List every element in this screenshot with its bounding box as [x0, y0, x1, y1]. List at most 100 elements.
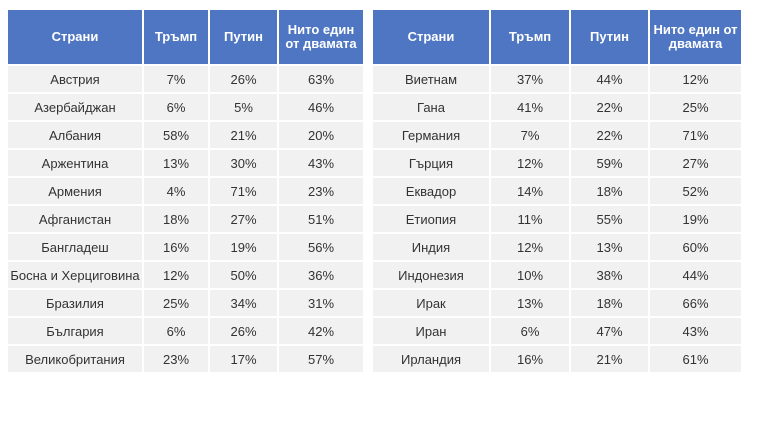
country-cell: Виетнам — [373, 66, 489, 92]
table-row: Индия 12% 13% 60% — [373, 234, 741, 260]
neither-cell: 60% — [650, 234, 741, 260]
trump-cell: 16% — [491, 346, 569, 372]
putin-cell: 5% — [210, 94, 277, 120]
neither-cell: 51% — [279, 206, 363, 232]
trump-cell: 4% — [144, 178, 208, 204]
putin-cell: 22% — [571, 94, 648, 120]
trump-cell: 16% — [144, 234, 208, 260]
country-cell: Индонезия — [373, 262, 489, 288]
country-cell: Гана — [373, 94, 489, 120]
country-cell: Ирландия — [373, 346, 489, 372]
table-header-row: Страни Тръмп Путин Нито един от двамата — [8, 10, 363, 64]
header-countries: Страни — [373, 10, 489, 64]
neither-cell: 43% — [650, 318, 741, 344]
putin-cell: 21% — [571, 346, 648, 372]
table-row: Ирак 13% 18% 66% — [373, 290, 741, 316]
country-cell: Босна и Херциговина — [8, 262, 142, 288]
country-cell: Ирак — [373, 290, 489, 316]
table-row: Великобритания 23% 17% 57% — [8, 346, 363, 372]
putin-cell: 38% — [571, 262, 648, 288]
header-neither: Нито един от двамата — [279, 10, 363, 64]
country-cell: Австрия — [8, 66, 142, 92]
neither-cell: 46% — [279, 94, 363, 120]
putin-cell: 34% — [210, 290, 277, 316]
putin-cell: 22% — [571, 122, 648, 148]
table-row: Босна и Херциговина 12% 50% 36% — [8, 262, 363, 288]
putin-cell: 47% — [571, 318, 648, 344]
trump-cell: 41% — [491, 94, 569, 120]
neither-cell: 63% — [279, 66, 363, 92]
country-cell: Еквадор — [373, 178, 489, 204]
country-cell: Иран — [373, 318, 489, 344]
country-cell: Афганистан — [8, 206, 142, 232]
country-cell: Индия — [373, 234, 489, 260]
trump-cell: 12% — [144, 262, 208, 288]
country-cell: Великобритания — [8, 346, 142, 372]
trump-cell: 10% — [491, 262, 569, 288]
trump-cell: 7% — [144, 66, 208, 92]
table-row: Аржентина 13% 30% 43% — [8, 150, 363, 176]
table-row: Германия 7% 22% 71% — [373, 122, 741, 148]
table-row: Армения 4% 71% 23% — [8, 178, 363, 204]
trump-cell: 13% — [144, 150, 208, 176]
country-cell: Албания — [8, 122, 142, 148]
putin-cell: 18% — [571, 178, 648, 204]
table-row: Гърция 12% 59% 27% — [373, 150, 741, 176]
neither-cell: 12% — [650, 66, 741, 92]
putin-cell: 30% — [210, 150, 277, 176]
trump-cell: 12% — [491, 234, 569, 260]
trump-cell: 23% — [144, 346, 208, 372]
table-row: Етиопия 11% 55% 19% — [373, 206, 741, 232]
neither-cell: 57% — [279, 346, 363, 372]
neither-cell: 23% — [279, 178, 363, 204]
putin-cell: 13% — [571, 234, 648, 260]
table-row: Еквадор 14% 18% 52% — [373, 178, 741, 204]
putin-cell: 59% — [571, 150, 648, 176]
table-row: Ирландия 16% 21% 61% — [373, 346, 741, 372]
table-row: Бангладеш 16% 19% 56% — [8, 234, 363, 260]
header-putin: Путин — [210, 10, 277, 64]
putin-cell: 21% — [210, 122, 277, 148]
table-row: Индонезия 10% 38% 44% — [373, 262, 741, 288]
survey-table-left: Страни Тръмп Путин Нито един от двамата … — [6, 8, 365, 374]
table-row: Азербайджан 6% 5% 46% — [8, 94, 363, 120]
table-row: Бразилия 25% 34% 31% — [8, 290, 363, 316]
country-cell: Азербайджан — [8, 94, 142, 120]
putin-cell: 19% — [210, 234, 277, 260]
neither-cell: 36% — [279, 262, 363, 288]
neither-cell: 71% — [650, 122, 741, 148]
country-cell: България — [8, 318, 142, 344]
putin-cell: 71% — [210, 178, 277, 204]
trump-cell: 11% — [491, 206, 569, 232]
country-cell: Бангладеш — [8, 234, 142, 260]
table-row: Албания 58% 21% 20% — [8, 122, 363, 148]
country-cell: Аржентина — [8, 150, 142, 176]
table-row: Австрия 7% 26% 63% — [8, 66, 363, 92]
trump-cell: 25% — [144, 290, 208, 316]
neither-cell: 31% — [279, 290, 363, 316]
table-row: Иран 6% 47% 43% — [373, 318, 741, 344]
putin-cell: 17% — [210, 346, 277, 372]
table-row: Виетнам 37% 44% 12% — [373, 66, 741, 92]
country-cell: Армения — [8, 178, 142, 204]
neither-cell: 42% — [279, 318, 363, 344]
header-neither: Нито един от двамата — [650, 10, 741, 64]
trump-cell: 6% — [491, 318, 569, 344]
neither-cell: 66% — [650, 290, 741, 316]
trump-cell: 14% — [491, 178, 569, 204]
survey-table-right: Страни Тръмп Путин Нито един от двамата … — [371, 8, 743, 374]
country-cell: Гърция — [373, 150, 489, 176]
putin-cell: 44% — [571, 66, 648, 92]
putin-cell: 27% — [210, 206, 277, 232]
neither-cell: 20% — [279, 122, 363, 148]
neither-cell: 61% — [650, 346, 741, 372]
header-trump: Тръмп — [144, 10, 208, 64]
trump-cell: 13% — [491, 290, 569, 316]
trump-cell: 12% — [491, 150, 569, 176]
country-cell: Германия — [373, 122, 489, 148]
trump-cell: 6% — [144, 94, 208, 120]
header-countries: Страни — [8, 10, 142, 64]
table-row: Гана 41% 22% 25% — [373, 94, 741, 120]
trump-cell: 37% — [491, 66, 569, 92]
header-putin: Путин — [571, 10, 648, 64]
